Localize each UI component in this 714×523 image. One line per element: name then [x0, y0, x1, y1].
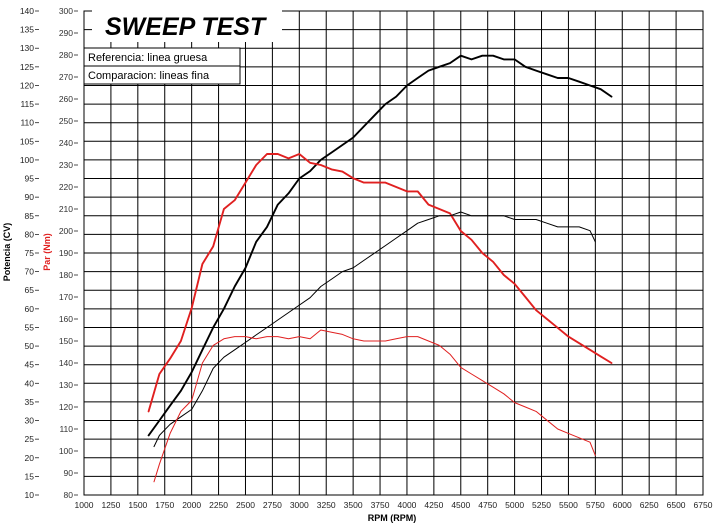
right-tick-label-12: 200	[59, 226, 73, 236]
left-axis-ticks: 10 15 20 25 30 35 40 45 50 55 60 65 70 75 80 85 90 95 100 1…	[20, 6, 39, 500]
x-tick-label-8: 3000	[290, 500, 309, 510]
right-tick-label-10: 180	[59, 270, 73, 280]
x-tick-label-17: 5250	[532, 500, 551, 510]
right-axis-title: Par (Nm)	[42, 233, 52, 271]
left-tick-label-2: 20	[25, 453, 35, 463]
left-tick-label-15: 85	[25, 211, 35, 221]
right-tick-label-19: 270	[59, 72, 73, 82]
left-tick-label-13: 75	[25, 248, 35, 258]
series-line-potencia-thick	[147, 54, 613, 437]
plot-frame	[83, 10, 704, 496]
x-tick-label-13: 4250	[424, 500, 443, 510]
left-tick-label-17: 95	[25, 174, 35, 184]
right-tick-label-0: 80	[64, 490, 74, 500]
right-axis-ticks: 80 90 100 110 120 130 140 150 160 170 180 190 200 210…	[59, 6, 78, 500]
left-tick-label-5: 35	[25, 397, 35, 407]
right-tick-label-16: 240	[59, 138, 73, 148]
left-tick-label-3: 25	[25, 434, 35, 444]
x-tick-label-2: 1500	[128, 500, 147, 510]
x-tick-label-6: 2500	[236, 500, 255, 510]
left-tick-label-14: 80	[25, 229, 35, 239]
x-tick-label-23: 6750	[694, 500, 713, 510]
right-tick-label-22: 300	[59, 6, 73, 16]
left-tick-label-25: 135	[20, 25, 34, 35]
right-tick-label-6: 140	[59, 358, 73, 368]
x-tick-label-20: 6000	[613, 500, 632, 510]
legend: Referencia: linea gruesa Comparacion: li…	[83, 47, 241, 85]
x-tick-label-14: 4500	[451, 500, 470, 510]
x-tick-label-10: 3500	[344, 500, 363, 510]
right-tick-label-11: 190	[59, 248, 73, 258]
left-axis-title: Potencia (CV)	[2, 223, 12, 282]
right-tick-label-17: 250	[59, 116, 73, 126]
x-tick-label-3: 1750	[155, 500, 174, 510]
x-tick-label-11: 3750	[371, 500, 390, 510]
left-tick-label-6: 40	[25, 378, 35, 388]
x-tick-label-1: 1250	[101, 500, 120, 510]
left-tick-label-19: 105	[20, 136, 34, 146]
series-line-par-thin	[153, 329, 596, 483]
left-tick-label-8: 50	[25, 341, 35, 351]
left-tick-label-21: 115	[20, 99, 34, 109]
series-line-potencia-thin	[153, 211, 596, 448]
chart-grid	[83, 10, 704, 496]
left-tick-label-20: 110	[20, 118, 34, 128]
left-tick-label-1: 15	[25, 471, 35, 481]
x-tick-label-15: 4750	[478, 500, 497, 510]
x-axis-ticks: 1000 1250 1500 1750 2000 2250 2500 2750 3000 3250…	[75, 500, 713, 510]
x-tick-label-16: 5000	[505, 500, 524, 510]
left-tick-label-11: 65	[25, 285, 35, 295]
x-tick-label-5: 2250	[209, 500, 228, 510]
left-tick-label-22: 120	[20, 80, 34, 90]
left-tick-label-26: 140	[20, 6, 34, 16]
right-tick-label-18: 260	[59, 94, 73, 104]
x-tick-label-0: 1000	[75, 500, 94, 510]
right-tick-label-3: 110	[59, 424, 73, 434]
right-tick-label-4: 120	[59, 402, 73, 412]
x-tick-label-12: 4000	[397, 500, 416, 510]
legend-entry-reference: Referencia: linea gruesa	[88, 52, 208, 64]
series-line-par-thick	[147, 153, 613, 413]
x-tick-label-22: 6500	[667, 500, 686, 510]
right-tick-label-14: 220	[59, 182, 73, 192]
legend-entry-comparison: Comparacion: lineas fina	[88, 70, 210, 82]
x-tick-label-9: 3250	[317, 500, 336, 510]
x-tick-label-18: 5500	[559, 500, 578, 510]
chart-series	[147, 54, 613, 483]
left-tick-label-4: 30	[25, 416, 35, 426]
right-tick-label-7: 150	[59, 336, 73, 346]
left-tick-label-0: 10	[25, 490, 35, 500]
x-tick-label-19: 5750	[586, 500, 605, 510]
x-tick-label-21: 6250	[640, 500, 659, 510]
left-tick-label-18: 100	[20, 155, 34, 165]
left-tick-label-24: 130	[20, 43, 34, 53]
left-tick-label-9: 55	[25, 322, 35, 332]
right-tick-label-2: 100	[59, 446, 73, 456]
right-tick-label-13: 210	[59, 204, 73, 214]
chart-title-background	[92, 10, 282, 42]
right-tick-label-20: 280	[59, 50, 73, 60]
left-tick-label-16: 90	[25, 192, 35, 202]
right-tick-label-5: 130	[59, 380, 73, 390]
left-tick-label-12: 70	[25, 267, 35, 277]
right-tick-label-1: 90	[64, 468, 74, 478]
x-tick-label-7: 2750	[263, 500, 282, 510]
right-tick-label-21: 290	[59, 28, 73, 38]
right-tick-label-15: 230	[59, 160, 73, 170]
left-tick-label-7: 45	[25, 360, 35, 370]
x-tick-label-4: 2000	[182, 500, 201, 510]
right-tick-label-9: 170	[59, 292, 73, 302]
right-tick-label-8: 160	[59, 314, 73, 324]
x-axis-title: RPM (RPM)	[368, 513, 417, 523]
left-tick-label-10: 60	[25, 304, 35, 314]
chart-title: SWEEP TEST	[105, 13, 268, 41]
left-tick-label-23: 125	[20, 62, 34, 72]
